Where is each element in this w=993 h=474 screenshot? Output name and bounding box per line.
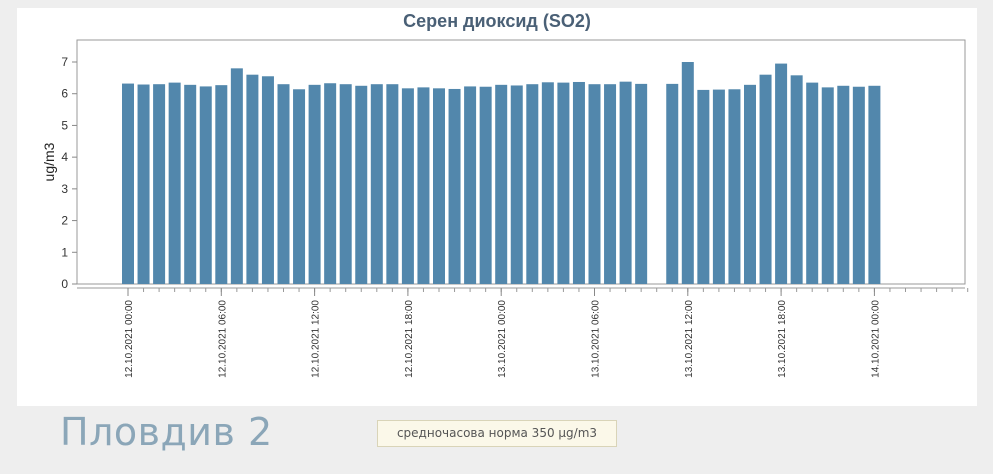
x-tick-label: 13.10.2021 12:00 [684,300,695,378]
x-tick-label: 12.10.2021 06:00 [217,300,228,378]
bar [635,83,648,284]
bar [572,81,585,284]
bar [464,86,477,284]
bar [759,74,772,284]
bar [697,89,710,284]
bar [479,86,492,284]
chart-panel: Серен диоксид (SO2) 0 1 2 3 4 5 6 7 ug/m3 12.10.2… [17,8,977,406]
bar [541,82,554,284]
bar [868,85,881,285]
y-axis-label: ug/m3 [41,142,57,181]
bar [712,89,725,284]
norm-label: средночасова норма 350 µg/m3 [377,420,617,447]
bar [293,89,306,284]
bar [277,84,290,284]
bar [199,86,212,284]
chart-title: Серен диоксид (SO2) [403,11,591,31]
bar [324,83,337,285]
bar [619,81,632,284]
bar [122,83,134,285]
y-tick-label: 6 [61,87,68,101]
x-tick-label: 13.10.2021 06:00 [591,300,602,378]
bar [448,88,461,284]
bar-chart: 0 1 2 3 4 5 6 7 ug/m3 12.10.2021 00:00 12.10.2021 … [41,39,969,378]
bar [355,85,368,285]
bar [681,62,694,284]
bar [261,76,274,285]
bar [837,85,850,285]
bar [790,75,803,284]
y-tick-label: 1 [61,245,68,259]
bar [495,84,508,284]
bar [184,84,197,284]
bar [246,74,259,284]
bar [215,85,228,284]
bar [153,84,166,284]
bar [417,87,430,284]
bar [604,84,617,284]
bar [821,87,834,284]
y-tick-label: 7 [61,55,68,69]
y-tick-label: 0 [61,277,68,291]
x-tick-label: 12.10.2021 18:00 [404,300,415,378]
bar [775,63,788,285]
y-tick-label: 5 [61,118,68,132]
y-tick-label: 4 [61,150,68,164]
bar [370,84,383,284]
y-tick-label: 2 [61,214,68,228]
x-tick-label: 12.10.2021 00:00 [124,300,135,378]
bar [339,84,352,284]
x-tick-label: 13.10.2021 00:00 [497,300,508,378]
bar [666,83,679,284]
x-tick-label: 14.10.2021 00:00 [870,300,881,378]
bar [433,88,445,284]
bar [230,68,243,284]
x-tick-label: 13.10.2021 18:00 [777,300,788,378]
bar [401,88,414,284]
y-tick-label: 3 [61,182,68,196]
bar [308,84,321,284]
bar [806,82,819,284]
bar [386,84,399,284]
bar [526,84,539,284]
bar [728,89,741,284]
bar [744,84,756,284]
bar [557,82,570,284]
station-name: Пловдив 2 [60,410,273,454]
x-tick-label: 12.10.2021 12:00 [311,300,322,378]
bar [168,82,181,284]
bar [137,84,150,284]
bar [852,86,865,284]
bar [588,84,601,284]
bar [510,85,523,285]
